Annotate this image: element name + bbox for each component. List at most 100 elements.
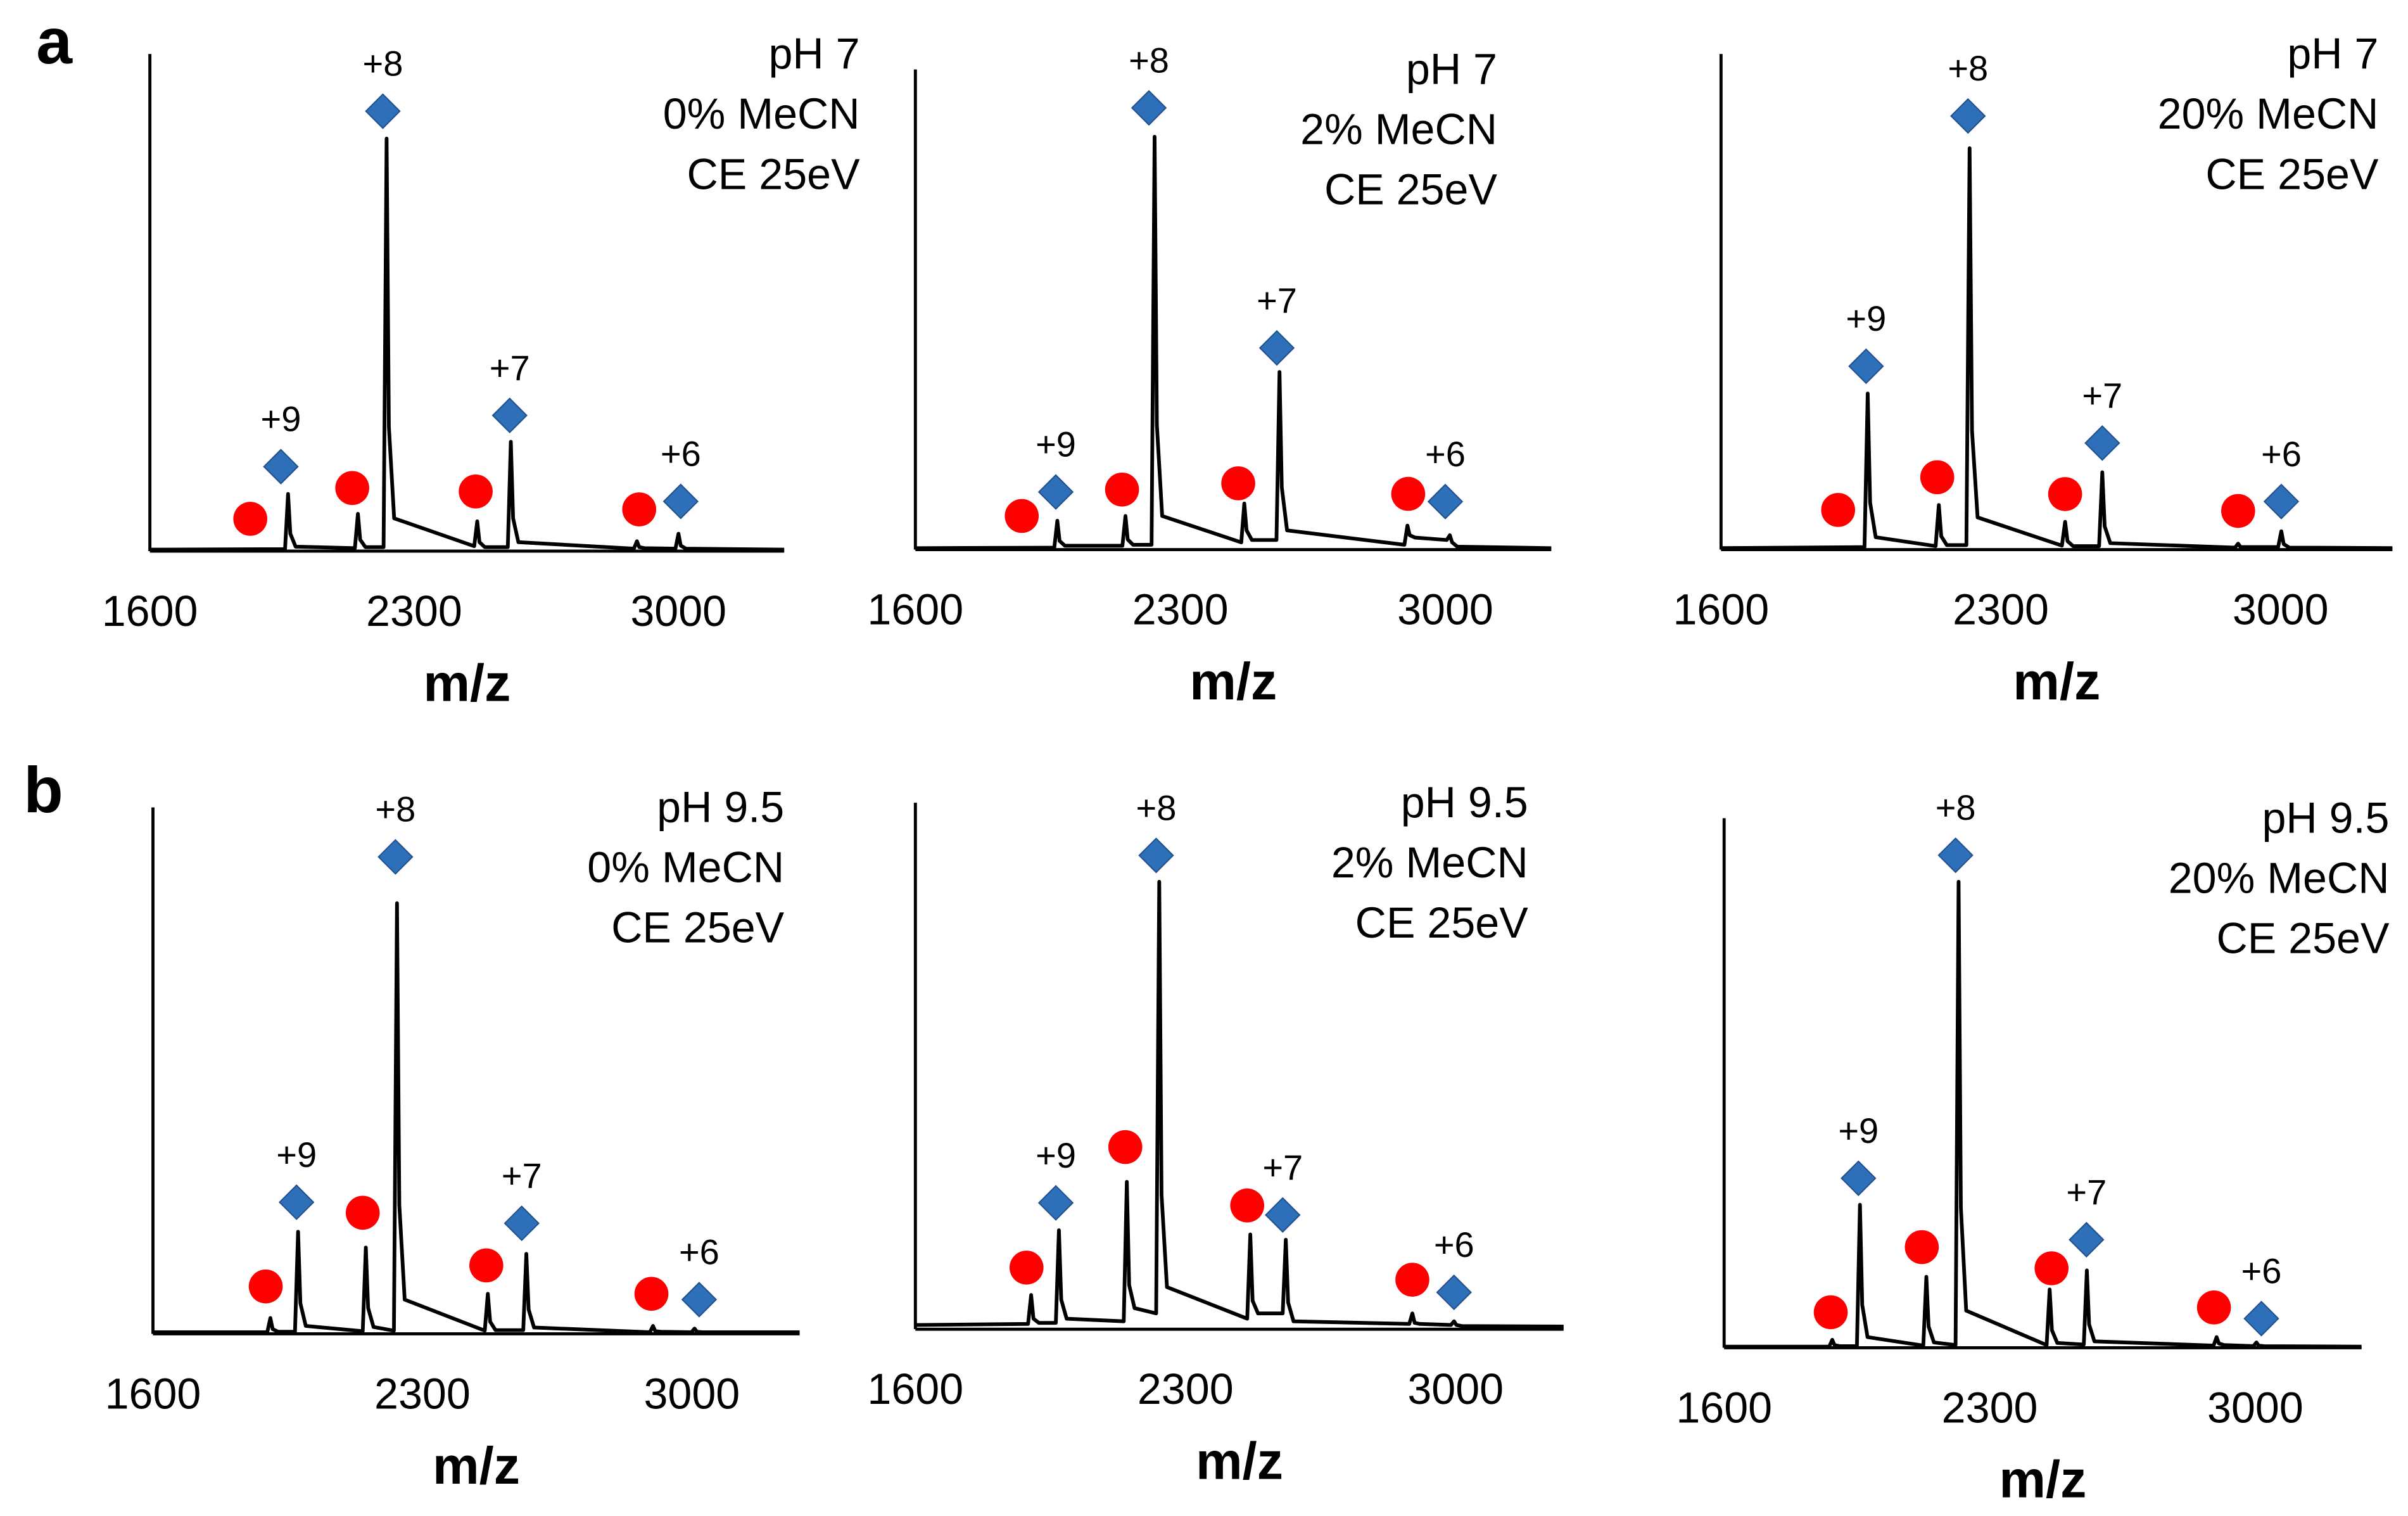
diamond-marker: [2263, 483, 2300, 519]
condition-label: pH 9.5: [2262, 794, 2390, 842]
circle-marker: [459, 474, 493, 509]
charge-label: +6: [2241, 1251, 2282, 1291]
charge-label: +6: [679, 1232, 719, 1272]
condition-label: CE 25eV: [1324, 166, 1498, 214]
charge-label: +6: [661, 434, 701, 474]
x-tick-label: 1600: [102, 587, 198, 635]
diamond-marker: [662, 483, 699, 519]
x-axis-label: m/z: [1189, 652, 1277, 711]
condition-label: pH 7: [2287, 30, 2378, 78]
circle-marker: [2221, 494, 2255, 528]
condition-label: CE 25eV: [611, 903, 785, 952]
charge-label: +7: [502, 1156, 542, 1195]
charge-label: +8: [1129, 40, 1169, 80]
circle-marker: [1108, 1130, 1143, 1164]
diamond-marker: [365, 93, 401, 129]
charge-label: +7: [1257, 280, 1297, 320]
charge-label: +9: [1036, 1135, 1076, 1175]
circle-marker: [335, 471, 369, 506]
x-axis-label: m/z: [433, 1436, 520, 1495]
charge-label: +7: [2066, 1172, 2107, 1212]
panel: 1600 2300 3000 m/z pH 9.5 2% MeCN CE 25eV +9 +8 +…: [867, 779, 1564, 1490]
condition-label: 2% MeCN: [1331, 839, 1528, 887]
circle-marker: [248, 1269, 283, 1304]
x-tick-label: 2300: [366, 587, 462, 635]
diamond-marker: [377, 839, 414, 875]
x-axis-label: m/z: [2013, 652, 2100, 711]
x-tick-label: 3000: [643, 1370, 740, 1418]
circle-marker: [1395, 1263, 1429, 1297]
x-tick-label: 3000: [1397, 585, 1493, 634]
circle-marker: [1904, 1230, 1939, 1264]
condition-label: pH 9.5: [657, 783, 784, 831]
circle-marker: [1821, 493, 1856, 527]
x-tick-label: 3000: [1407, 1365, 1504, 1413]
condition-label: 2% MeCN: [1300, 106, 1497, 154]
condition-label: CE 25eV: [2205, 150, 2379, 198]
charge-label: +8: [363, 44, 403, 84]
circle-marker: [622, 492, 657, 526]
diamond-marker: [1937, 837, 1974, 874]
circle-marker: [1004, 499, 1039, 533]
spectrum-line: [915, 879, 1564, 1328]
charge-label: +8: [1936, 787, 1976, 827]
circle-marker: [469, 1248, 504, 1283]
charge-label: +6: [1434, 1225, 1474, 1264]
x-axis-label: m/z: [423, 653, 510, 712]
panel: 1600 2300 3000 m/z pH 9.5 20% MeCN CE 25eV +9 +8…: [1676, 787, 2390, 1509]
circle-marker: [1391, 476, 1426, 511]
x-tick-label: 3000: [2233, 585, 2329, 634]
condition-label: pH 7: [768, 30, 859, 78]
charge-label: +7: [2082, 375, 2122, 415]
circle-marker: [1920, 460, 1955, 495]
charge-label: +9: [1036, 424, 1076, 464]
panel: 1600 2300 3000 m/z pH 7 2% MeCN CE 25eV +9 +8 +7 +…: [867, 40, 1552, 711]
x-tick-label: 1600: [105, 1370, 201, 1418]
panel: 1600 2300 3000 m/z pH 9.5 0% MeCN CE 25eV +9 +8 +…: [105, 783, 800, 1495]
panel-label: a: [36, 4, 73, 77]
diamond-marker: [1848, 348, 1884, 385]
charge-label: +9: [1838, 1111, 1879, 1150]
condition-label: CE 25eV: [1355, 899, 1529, 947]
condition-label: CE 25eV: [2216, 915, 2390, 963]
diamond-marker: [2069, 1221, 2105, 1258]
panel-label: b: [23, 753, 63, 826]
diamond-marker: [1841, 1160, 1877, 1197]
spectrum-line: [149, 136, 785, 552]
circle-marker: [345, 1195, 380, 1230]
condition-label: 20% MeCN: [2169, 854, 2390, 902]
diamond-marker: [1436, 1274, 1472, 1311]
charge-label: +8: [1136, 787, 1177, 827]
diamond-marker: [1037, 474, 1074, 510]
circle-marker: [2034, 1251, 2069, 1285]
diamond-marker: [1265, 1197, 1301, 1233]
spectrum-line: [153, 901, 800, 1334]
x-tick-label: 2300: [1137, 1365, 1234, 1413]
circle-marker: [1009, 1251, 1044, 1285]
spectrum-line: [1721, 146, 2393, 551]
circle-marker: [1230, 1188, 1265, 1223]
charge-label: +8: [1948, 48, 1988, 88]
condition-label: pH 7: [1406, 46, 1497, 94]
charge-label: +6: [1425, 434, 1466, 474]
condition-label: CE 25eV: [687, 150, 861, 198]
charge-label: +6: [2261, 434, 2302, 474]
condition-label: 20% MeCN: [2158, 90, 2379, 138]
x-tick-label: 1600: [867, 585, 963, 634]
spectrum-line: [915, 134, 1552, 551]
condition-label: 0% MeCN: [587, 843, 784, 891]
charge-label: +7: [490, 348, 530, 388]
charge-label: +7: [1262, 1147, 1303, 1187]
diamond-marker: [1427, 483, 1464, 519]
x-axis-label: m/z: [1196, 1431, 1283, 1490]
circle-marker: [2048, 477, 2082, 511]
condition-label: 0% MeCN: [663, 90, 860, 138]
condition-label: pH 9.5: [1401, 779, 1528, 827]
diamond-marker: [279, 1184, 315, 1220]
diamond-marker: [491, 397, 528, 433]
diamond-marker: [2243, 1301, 2279, 1337]
diamond-marker: [1950, 98, 1986, 134]
diamond-marker: [1131, 90, 1167, 126]
